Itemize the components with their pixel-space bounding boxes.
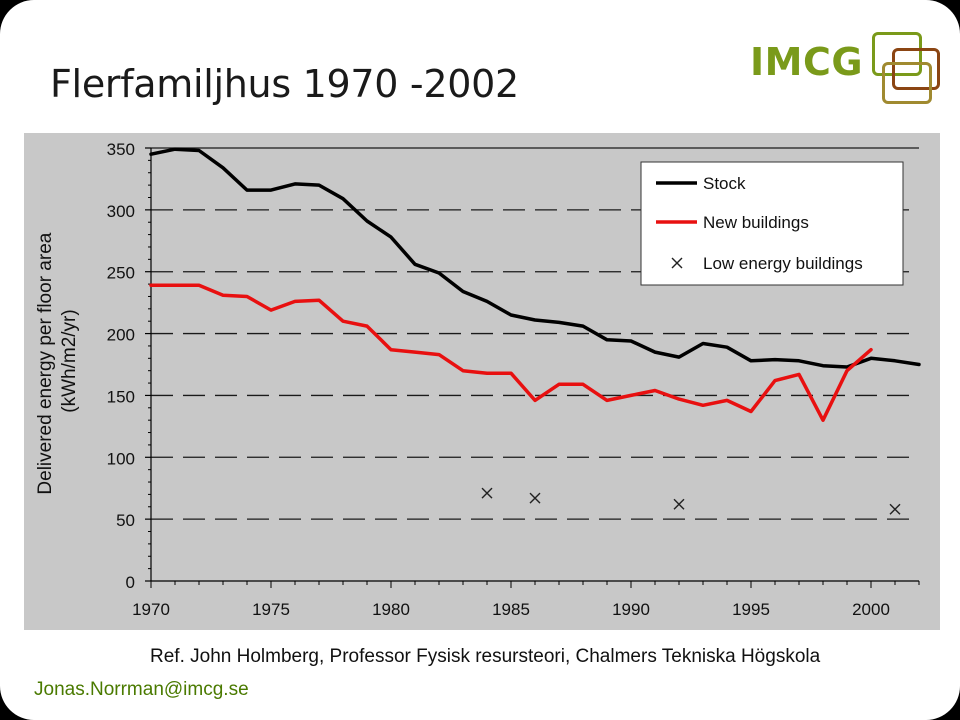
- logo-square-brown: [892, 48, 940, 90]
- axis-ticks: [145, 147, 920, 588]
- series-layer: [149, 147, 921, 515]
- y-axis-label-line-1: Delivered energy per floor area: [35, 232, 56, 494]
- y-tick-label: 0: [126, 573, 135, 592]
- y-tick-label: 200: [107, 326, 135, 345]
- legend-label-new-buildings: New buildings: [703, 213, 809, 232]
- logo-square-green: [872, 32, 922, 76]
- y-tick-label: 300: [107, 202, 135, 221]
- legend-marker-low-energy: [671, 257, 683, 269]
- legend-label-stock: Stock: [703, 174, 746, 193]
- logo-square-olive: [882, 62, 932, 104]
- legend-label-low-energy-buildings: Low energy buildings: [703, 254, 863, 273]
- x-tick-label: 1970: [132, 600, 170, 619]
- y-axis-label-line-2: (kWh/m2/yr): [59, 309, 80, 412]
- point-low-energy-buildings: [529, 492, 541, 504]
- point-low-energy-buildings: [673, 498, 685, 510]
- y-tick-label: 150: [107, 387, 135, 406]
- x-tick-label: 2000: [852, 600, 890, 619]
- series-line-stock: [149, 147, 921, 369]
- x-tick-label: 1995: [732, 600, 770, 619]
- point-low-energy-buildings: [889, 503, 901, 515]
- series-line-new-buildings: [149, 283, 873, 422]
- tick-labels: 0 50 100 150 200 250 300 350 1970 1975 1980 1985 199…: [107, 140, 890, 619]
- slide-title: Flerfamiljhus 1970 -2002: [50, 62, 519, 106]
- chart-svg: 0 50 100 150 200 250 300 350 1970 1975 1980 1985 199…: [24, 133, 940, 630]
- y-tick-label: 50: [116, 511, 135, 530]
- y-tick-label: 100: [107, 449, 135, 468]
- y-tick-label: 250: [107, 264, 135, 283]
- energy-chart: 0 50 100 150 200 250 300 350 1970 1975 1980 1985 199…: [24, 133, 940, 630]
- y-tick-label: 350: [107, 140, 135, 159]
- x-tick-label: 1985: [492, 600, 530, 619]
- point-low-energy-buildings: [481, 487, 493, 499]
- legend: Stock New buildings Low energy buildings: [640, 161, 904, 286]
- x-tick-label: 1990: [612, 600, 650, 619]
- x-tick-label: 1980: [372, 600, 410, 619]
- reference-text: Ref. John Holmberg, Professor Fysisk res…: [150, 646, 821, 667]
- y-axis-label: Delivered energy per floor area (kWh/m2/…: [35, 227, 80, 494]
- logo-text: IMCG: [750, 40, 864, 84]
- contact-email: Jonas.Norrman@imcg.se: [34, 679, 249, 700]
- imcg-logo: IMCG: [744, 28, 949, 108]
- x-tick-label: 1975: [252, 600, 290, 619]
